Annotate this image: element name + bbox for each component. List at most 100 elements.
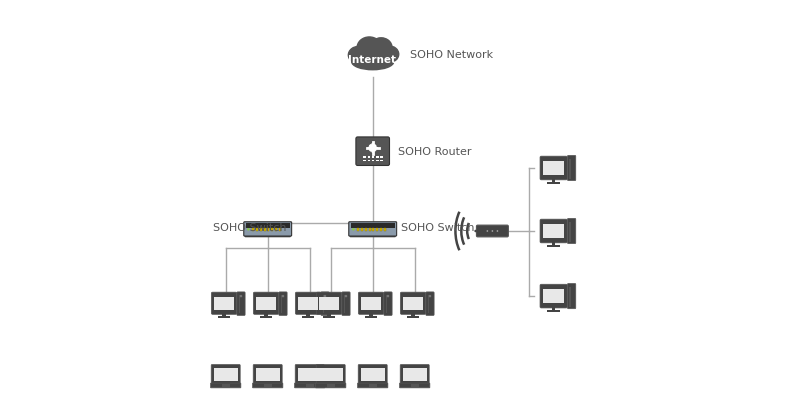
Bar	[357, 228, 359, 231]
FancyBboxPatch shape	[210, 383, 241, 388]
Bar	[570, 287, 571, 307]
Circle shape	[497, 230, 498, 232]
Ellipse shape	[364, 47, 390, 63]
Bar	[256, 368, 280, 381]
FancyBboxPatch shape	[399, 383, 430, 388]
Bar	[547, 244, 560, 247]
FancyBboxPatch shape	[211, 292, 237, 314]
Bar	[411, 312, 414, 317]
Text: SOHO Switch: SOHO Switch	[402, 223, 474, 233]
FancyBboxPatch shape	[237, 292, 245, 315]
Bar	[386, 295, 387, 313]
Bar	[306, 384, 314, 386]
Bar	[547, 310, 560, 312]
FancyBboxPatch shape	[316, 292, 342, 314]
Bar	[322, 295, 324, 313]
FancyBboxPatch shape	[358, 292, 384, 314]
Text: Internet: Internet	[348, 55, 396, 65]
Ellipse shape	[348, 46, 370, 64]
Bar	[256, 228, 258, 231]
Bar	[384, 228, 386, 231]
Bar	[369, 228, 370, 231]
Circle shape	[491, 230, 494, 232]
Bar	[306, 312, 310, 317]
Bar	[263, 384, 272, 386]
Bar	[275, 228, 277, 231]
Bar	[351, 223, 394, 228]
FancyBboxPatch shape	[349, 222, 397, 236]
Bar	[344, 295, 346, 313]
Bar	[238, 295, 240, 313]
FancyBboxPatch shape	[426, 292, 434, 315]
Bar	[222, 312, 226, 317]
Bar	[318, 368, 342, 381]
FancyBboxPatch shape	[294, 383, 325, 388]
Ellipse shape	[370, 38, 392, 57]
Bar	[410, 384, 419, 386]
Bar	[428, 295, 430, 313]
FancyBboxPatch shape	[244, 222, 292, 236]
Circle shape	[282, 295, 284, 297]
Bar	[281, 295, 282, 313]
Circle shape	[324, 295, 326, 297]
Circle shape	[386, 295, 390, 297]
Circle shape	[247, 228, 250, 231]
Bar	[298, 297, 318, 310]
FancyBboxPatch shape	[567, 284, 576, 309]
FancyBboxPatch shape	[358, 383, 388, 388]
Bar	[271, 228, 273, 231]
Bar	[363, 160, 366, 161]
FancyBboxPatch shape	[316, 365, 345, 385]
Bar	[361, 368, 385, 381]
Ellipse shape	[357, 37, 382, 58]
FancyBboxPatch shape	[211, 365, 240, 385]
FancyBboxPatch shape	[342, 292, 350, 315]
Bar	[222, 384, 230, 386]
Circle shape	[429, 295, 431, 297]
Bar	[365, 316, 377, 318]
Bar	[214, 297, 234, 310]
Bar	[218, 316, 230, 318]
Ellipse shape	[352, 54, 394, 70]
FancyBboxPatch shape	[279, 292, 287, 315]
Bar	[547, 181, 560, 184]
FancyBboxPatch shape	[356, 137, 390, 165]
Text: SOHO Switch: SOHO Switch	[213, 223, 286, 233]
FancyBboxPatch shape	[540, 156, 567, 180]
Bar	[368, 156, 370, 158]
Text: SOHO Router: SOHO Router	[398, 147, 471, 157]
Bar	[380, 160, 382, 161]
Bar	[252, 228, 254, 231]
FancyBboxPatch shape	[350, 222, 396, 237]
Bar	[376, 156, 378, 158]
Bar	[372, 160, 374, 161]
Bar	[368, 160, 370, 161]
FancyBboxPatch shape	[567, 218, 576, 244]
Bar	[370, 312, 373, 317]
FancyBboxPatch shape	[321, 292, 329, 315]
Circle shape	[474, 230, 477, 232]
Ellipse shape	[378, 46, 398, 63]
Bar	[570, 222, 571, 242]
FancyBboxPatch shape	[295, 292, 321, 314]
Bar	[319, 297, 339, 310]
Bar	[372, 156, 374, 158]
Bar	[402, 368, 426, 381]
FancyBboxPatch shape	[540, 219, 567, 243]
Circle shape	[486, 230, 488, 232]
Circle shape	[240, 295, 242, 297]
Bar	[380, 156, 382, 158]
FancyBboxPatch shape	[358, 365, 387, 385]
Bar	[263, 228, 266, 231]
Bar	[327, 312, 330, 317]
Bar	[298, 368, 322, 381]
Bar	[362, 297, 381, 310]
Bar	[326, 384, 335, 386]
Bar	[543, 224, 564, 238]
Bar	[278, 228, 281, 231]
Bar	[267, 228, 270, 231]
FancyBboxPatch shape	[245, 222, 291, 237]
Bar	[552, 178, 555, 183]
Text: SOHO Network: SOHO Network	[410, 50, 494, 60]
FancyBboxPatch shape	[567, 155, 576, 181]
